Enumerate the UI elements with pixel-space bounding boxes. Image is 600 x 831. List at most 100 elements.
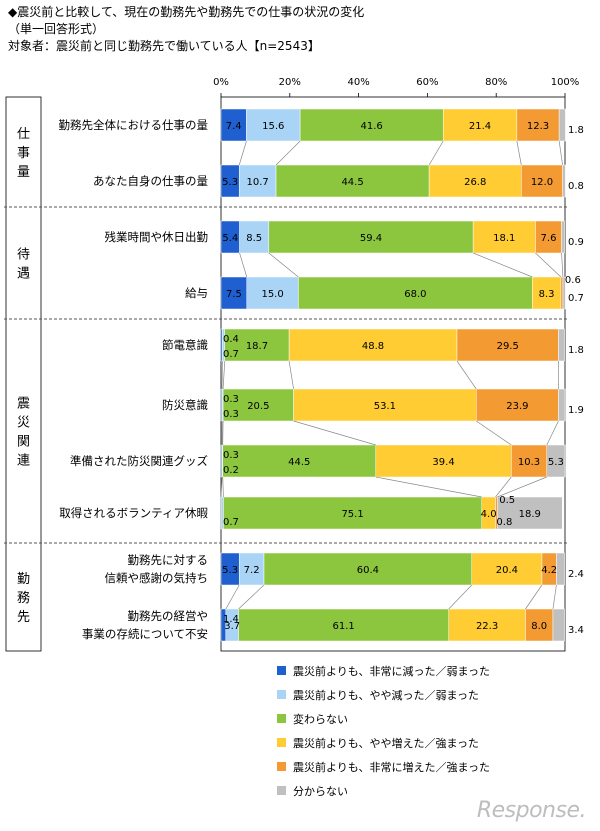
data-label: 5.3 [548, 457, 564, 468]
bar-segment [558, 328, 565, 362]
data-label: 44.5 [341, 177, 363, 188]
category-label: 勤務先全体における仕事の量 [59, 118, 209, 132]
legend-label: 震災前よりも、やや増えた／強まった [293, 736, 479, 750]
bar-segment [375, 444, 512, 478]
data-label: 20.5 [247, 401, 269, 412]
bar-segment [472, 220, 536, 254]
data-label: 18.9 [519, 509, 541, 520]
format-note: （単一回答形式） [8, 22, 105, 36]
x-tick-label: 80% [485, 77, 507, 88]
data-label: 41.6 [361, 121, 383, 132]
bar-segment [562, 276, 566, 310]
connector-line [535, 252, 562, 278]
response-watermark: Response. [476, 798, 587, 823]
category-label: 節電意識 [162, 338, 208, 352]
bar-segment [238, 164, 277, 198]
x-tick-label: 40% [347, 77, 369, 88]
connector-line [558, 140, 563, 166]
bar-segment [220, 276, 248, 310]
data-label: 68.0 [404, 289, 426, 300]
bar-segment [560, 276, 564, 310]
group-label: 勤 [17, 572, 30, 587]
data-label: 7.2 [244, 565, 260, 576]
data-label: 8.0 [531, 621, 547, 632]
data-label: 59.4 [360, 233, 382, 244]
legend-label: 震災前よりも、非常に増えた／強まった [293, 760, 490, 774]
bar-segment [546, 444, 566, 478]
bar-segment [220, 108, 247, 142]
connector-line [225, 584, 240, 610]
data-label: 7.4 [226, 121, 242, 132]
legend-swatch [277, 714, 286, 723]
data-label: 21.4 [469, 121, 491, 132]
group-label: 務 [17, 591, 30, 606]
plot-frame [220, 96, 566, 652]
bar-segment [239, 220, 270, 254]
connector-line [497, 476, 547, 498]
data-label: 0.2 [223, 465, 239, 476]
x-tick-label: 60% [416, 77, 438, 88]
data-label: 7.5 [226, 289, 242, 300]
group-label: 連 [17, 454, 30, 469]
data-label: 0.8 [496, 517, 512, 528]
bar-segment [475, 388, 559, 422]
data-label: 12.3 [527, 121, 549, 132]
data-label: 15.0 [261, 289, 283, 300]
data-label: 0.6 [565, 275, 581, 286]
data-label: 22.3 [476, 621, 498, 632]
data-label: 0.7 [568, 293, 584, 304]
connector-line [476, 420, 512, 446]
data-label: 0.3 [223, 409, 239, 420]
bar-segment [222, 388, 294, 422]
data-label: 44.5 [288, 457, 310, 468]
bar-segment [246, 276, 299, 310]
data-label: 4.2 [541, 565, 557, 576]
data-label: 23.9 [506, 401, 528, 412]
bar-segment [442, 108, 518, 142]
bar-segment [223, 496, 483, 530]
data-label: 0.3 [223, 394, 239, 405]
bar-segment [561, 220, 565, 254]
connector-line [220, 476, 223, 498]
category-label: 準備された防災関連グッズ [70, 454, 208, 468]
bar-segment [496, 496, 563, 530]
bar-segment [532, 276, 562, 310]
data-label: 10.7 [247, 177, 269, 188]
data-label: 7.6 [541, 233, 557, 244]
group-label: 量 [17, 165, 30, 180]
bar-segment [263, 552, 473, 586]
target-note: 対象者：震災前と同じ勤務先で働いている人【n=2543】 [8, 39, 320, 53]
connector-line [428, 140, 444, 166]
data-label: 0.7 [223, 349, 239, 360]
group-label: 待 [17, 248, 30, 263]
bar-segment [298, 276, 533, 310]
data-label: 1.4 [223, 614, 239, 625]
data-label: 0.5 [499, 495, 515, 506]
category-label: 勤務先に対する [128, 553, 209, 567]
bar-segment [562, 164, 566, 198]
group-label: 遇 [17, 267, 30, 282]
data-label: 0.7 [223, 517, 239, 528]
connector-line [525, 584, 543, 610]
data-label: 39.4 [432, 457, 454, 468]
legend-label: 震災前よりも、やや減った／弱まった [293, 688, 479, 702]
data-label: 5.4 [222, 233, 238, 244]
data-label: 26.8 [464, 177, 486, 188]
legend-swatch [277, 738, 286, 747]
chart-title: ◆震災前と比較して、現在の勤務先や勤務先での仕事の状況の変化 [8, 5, 365, 19]
category-label: 事業の存続について不安 [82, 627, 208, 641]
data-label: 15.6 [262, 121, 284, 132]
category-label: 給与 [185, 286, 208, 300]
data-label: 18.1 [493, 233, 515, 244]
data-label: 48.8 [362, 341, 384, 352]
bar-segment [552, 608, 565, 642]
x-tick-label: 20% [279, 77, 301, 88]
connector-line [473, 252, 533, 278]
legend-swatch [277, 666, 286, 675]
group-frame [5, 96, 42, 652]
data-label: 12.0 [531, 177, 553, 188]
connector-line [222, 476, 224, 498]
bar-segment [448, 608, 526, 642]
connector-line [268, 252, 299, 278]
